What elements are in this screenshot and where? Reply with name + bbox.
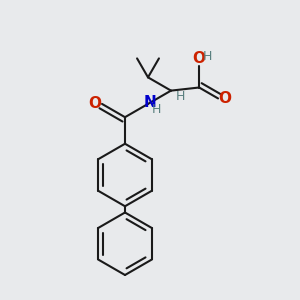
Text: O: O	[218, 91, 232, 106]
Text: H: H	[176, 90, 185, 103]
Text: O: O	[192, 51, 205, 66]
Text: N: N	[143, 95, 156, 110]
Text: O: O	[88, 96, 102, 111]
Text: H: H	[203, 50, 213, 63]
Text: H: H	[152, 103, 161, 116]
